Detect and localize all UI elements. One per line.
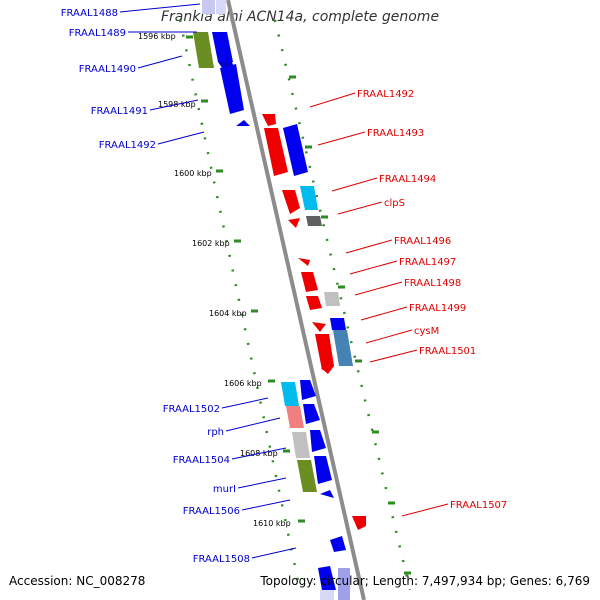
gene-label-left[interactable]: FRAAL1491	[91, 106, 148, 117]
gene-feature	[236, 120, 250, 126]
gene-feature	[288, 218, 300, 228]
inner-major-ticks	[186, 35, 305, 523]
gene-label-left[interactable]: FRAAL1488	[61, 8, 118, 19]
gene-feature	[262, 114, 276, 126]
gene-label-right[interactable]: FRAAL1507	[450, 500, 507, 511]
gene-feature	[310, 430, 326, 452]
gene-label-left[interactable]: FRAAL1492	[99, 140, 156, 151]
gene-label-left[interactable]: rph	[207, 427, 224, 438]
kbp-tick-label: 1596 kbp	[138, 32, 176, 41]
gene-feature	[324, 292, 340, 306]
gene-label-right[interactable]: FRAAL1493	[367, 128, 424, 139]
gene-label-right[interactable]: cysM	[414, 326, 439, 337]
gene-feature	[212, 32, 233, 62]
gene-label-right[interactable]: FRAAL1496	[394, 236, 451, 247]
gene-feature	[330, 536, 346, 552]
gene-feature	[306, 216, 322, 226]
gene-feature	[282, 190, 300, 214]
gene-label-right[interactable]: FRAAL1498	[404, 278, 461, 289]
gene-feature	[283, 124, 308, 176]
gene-feature	[298, 258, 310, 266]
gene-label-left[interactable]: FRAAL1508	[193, 554, 250, 565]
gene-feature	[303, 404, 320, 424]
outer-major-ticks	[289, 75, 411, 575]
gene-label-left[interactable]: FRAAL1504	[173, 455, 230, 466]
gene-label-right[interactable]: FRAAL1499	[409, 303, 466, 314]
gene-feature	[220, 64, 244, 114]
gene-feature	[193, 32, 214, 68]
kbp-tick-label: 1606 kbp	[224, 379, 262, 388]
gene-label-left[interactable]: FRAAL1490	[79, 64, 136, 75]
gene-feature	[320, 490, 334, 498]
gene-label-left[interactable]: murI	[213, 484, 236, 495]
gene-feature	[281, 382, 299, 406]
gene-feature	[318, 566, 336, 590]
genome-backbone	[226, 0, 366, 600]
genome-summary-text: Topology: circular; Length: 7,497,934 bp…	[260, 574, 590, 588]
kbp-tick-label: 1600 kbp	[174, 169, 212, 178]
gene-feature	[321, 366, 334, 374]
accession-text: Accession: NC_008278	[9, 574, 146, 588]
gene-label-right[interactable]: FRAAL1501	[419, 346, 476, 357]
gene-feature	[301, 272, 318, 292]
gene-feature	[330, 318, 346, 330]
gene-feature	[306, 296, 322, 310]
kbp-tick-label: 1602 kbp	[192, 239, 230, 248]
gene-feature	[312, 322, 326, 332]
gene-feature	[264, 128, 288, 176]
gene-label-right[interactable]: clpS	[384, 198, 405, 209]
gene-feature	[315, 334, 334, 370]
gene-feature	[314, 456, 332, 484]
gene-label-left[interactable]: FRAAL1502	[163, 404, 220, 415]
gene-label-left[interactable]: FRAAL1489	[69, 28, 126, 39]
gene-label-right[interactable]: FRAAL1494	[379, 174, 436, 185]
right-leader-lines	[309, 92, 449, 517]
gene-feature	[352, 516, 366, 530]
gene-feature	[300, 186, 318, 210]
gene-features	[193, 0, 366, 600]
gene-label-left[interactable]: FRAAL1506	[183, 506, 240, 517]
gene-label-right[interactable]: FRAAL1497	[399, 257, 456, 268]
gene-feature	[338, 568, 350, 600]
gene-feature	[292, 432, 310, 458]
gene-feature	[320, 590, 334, 600]
gene-feature	[216, 0, 226, 14]
gene-feature	[333, 330, 353, 366]
kbp-tick-label: 1604 kbp	[209, 309, 247, 318]
left-leader-lines	[119, 3, 297, 559]
gene-feature	[300, 380, 316, 400]
gene-feature	[297, 460, 317, 492]
gene-label-right[interactable]: FRAAL1492	[357, 89, 414, 100]
kbp-tick-label: 1610 kbp	[253, 519, 291, 528]
gene-feature	[202, 0, 215, 14]
gene-feature	[286, 406, 304, 428]
